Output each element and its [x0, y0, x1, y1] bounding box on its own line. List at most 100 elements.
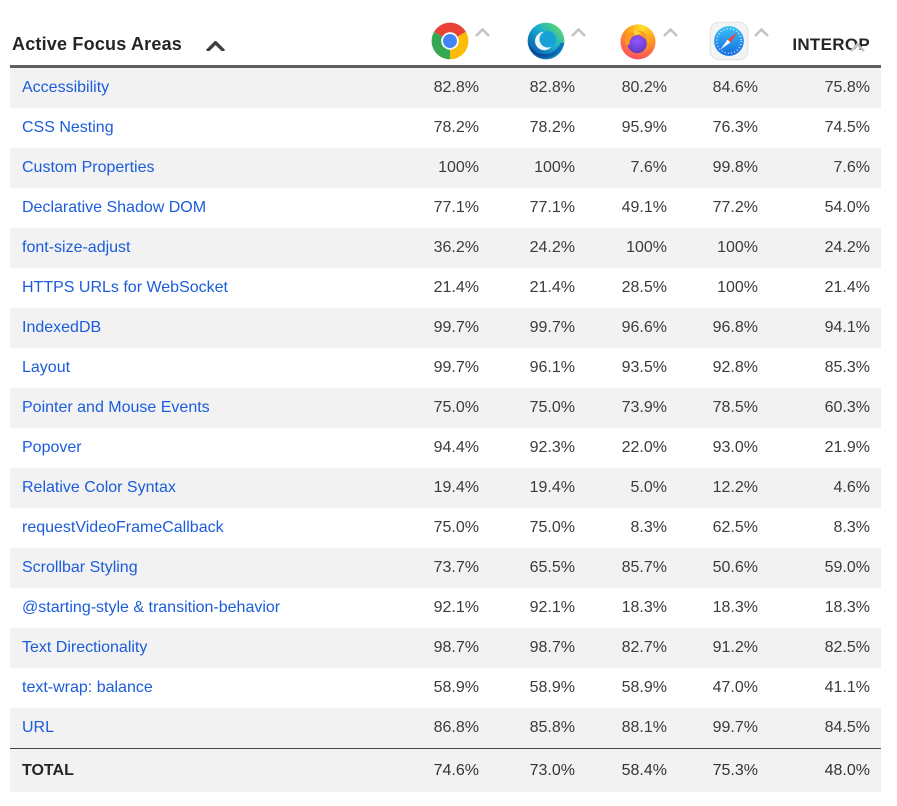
focus-area-link[interactable]: font-size-adjust	[22, 239, 131, 256]
focus-area-link[interactable]: Pointer and Mouse Events	[22, 399, 210, 416]
focus-area-link[interactable]: Scrollbar Styling	[22, 559, 138, 576]
score-cell-safari: 100%	[717, 279, 758, 296]
table-row: Relative Color Syntax 19.4% 19.4% 5.0% 1…	[10, 468, 881, 508]
score-cell-firefox: 7.6%	[630, 159, 667, 176]
score-cell-safari: 12.2%	[712, 479, 758, 496]
score-cell-safari: 18.3%	[712, 599, 758, 616]
score-cell-edge: 77.1%	[529, 199, 575, 216]
score-cell-interop: 75.8%	[824, 79, 870, 96]
score-cell-chrome: 36.2%	[433, 239, 479, 256]
table-row: Accessibility 82.8% 82.8% 80.2% 84.6% 75…	[10, 68, 881, 108]
column-header-firefox[interactable]	[575, 20, 678, 65]
firefox-icon[interactable]	[617, 20, 659, 62]
focus-area-link[interactable]: requestVideoFrameCallback	[22, 519, 224, 536]
score-cell-firefox: 96.6%	[621, 319, 667, 336]
score-cell-chrome: 19.4%	[433, 479, 479, 496]
column-header-focus-areas[interactable]: Active Focus Areas	[10, 34, 383, 65]
table-row: Scrollbar Styling 73.7% 65.5% 85.7% 50.6…	[10, 548, 881, 588]
safari-icon[interactable]	[708, 20, 750, 62]
focus-area-link[interactable]: URL	[22, 719, 55, 736]
total-score-firefox: 58.4%	[621, 761, 667, 779]
score-cell-edge: 78.2%	[529, 119, 575, 136]
table-row: URL 86.8% 85.8% 88.1% 99.7% 84.5%	[10, 708, 881, 748]
table-row: font-size-adjust 36.2% 24.2% 100% 100% 2…	[10, 228, 881, 268]
focus-area-link[interactable]: Layout	[22, 359, 71, 376]
score-cell-chrome: 75.0%	[433, 399, 479, 416]
score-cell-edge: 100%	[534, 159, 575, 176]
score-cell-firefox: 5.0%	[630, 479, 667, 496]
score-cell-edge: 92.1%	[529, 599, 575, 616]
score-cell-chrome: 78.2%	[433, 119, 479, 136]
score-cell-safari: 62.5%	[712, 519, 758, 536]
score-cell-chrome: 99.7%	[433, 319, 479, 336]
table-row: Layout 99.7% 96.1% 93.5% 92.8% 85.3%	[10, 348, 881, 388]
chrome-icon[interactable]	[429, 20, 471, 62]
score-cell-edge: 98.7%	[529, 639, 575, 656]
score-cell-interop: 41.1%	[824, 679, 870, 696]
sort-caret-icon[interactable]	[662, 24, 679, 42]
score-cell-firefox: 95.9%	[621, 119, 667, 136]
score-cell-firefox: 80.2%	[621, 79, 667, 96]
score-cell-interop: 24.2%	[824, 239, 870, 256]
score-cell-safari: 47.0%	[712, 679, 758, 696]
score-cell-interop: 94.1%	[824, 319, 870, 336]
score-cell-edge: 65.5%	[529, 559, 575, 576]
total-score-interop: 48.0%	[824, 761, 870, 779]
score-cell-interop: 8.3%	[833, 519, 870, 536]
score-cell-chrome: 73.7%	[433, 559, 479, 576]
score-cell-chrome: 86.8%	[433, 719, 479, 736]
score-cell-safari: 84.6%	[712, 79, 758, 96]
total-score-edge: 73.0%	[529, 761, 575, 779]
column-header-interop[interactable]: INTEROP	[758, 35, 870, 65]
score-cell-interop: 85.3%	[824, 359, 870, 376]
sort-caret-icon[interactable]	[849, 39, 866, 57]
score-cell-interop: 74.5%	[824, 119, 870, 136]
score-cell-safari: 77.2%	[712, 199, 758, 216]
page-title: Active Focus Areas	[12, 34, 183, 54]
table-row: Pointer and Mouse Events 75.0% 75.0% 73.…	[10, 388, 881, 428]
table-row: @starting-style & transition-behavior 92…	[10, 588, 881, 628]
score-cell-edge: 92.3%	[529, 439, 575, 456]
focus-area-link[interactable]: Declarative Shadow DOM	[22, 199, 207, 216]
sort-caret-icon[interactable]	[753, 24, 770, 42]
focus-area-link[interactable]: Text Directionality	[22, 639, 148, 656]
focus-area-link[interactable]: HTTPS URLs for WebSocket	[22, 279, 228, 296]
focus-area-link[interactable]: @starting-style & transition-behavior	[22, 599, 281, 616]
column-header-chrome[interactable]	[383, 20, 490, 65]
focus-area-link[interactable]: text-wrap: balance	[22, 679, 153, 696]
focus-areas-table: Active Focus Areas	[10, 0, 881, 792]
score-cell-interop: 60.3%	[824, 399, 870, 416]
focus-area-link[interactable]: CSS Nesting	[22, 119, 114, 136]
table-row: HTTPS URLs for WebSocket 21.4% 21.4% 28.…	[10, 268, 881, 308]
column-header-edge[interactable]	[479, 20, 586, 65]
sort-ascending-icon[interactable]	[205, 38, 226, 56]
score-cell-safari: 96.8%	[712, 319, 758, 336]
table-row: text-wrap: balance 58.9% 58.9% 58.9% 47.…	[10, 668, 881, 708]
score-cell-interop: 21.9%	[824, 439, 870, 456]
score-cell-interop: 4.6%	[833, 479, 870, 496]
focus-area-link[interactable]: Popover	[22, 439, 82, 456]
focus-area-link[interactable]: IndexedDB	[22, 319, 102, 336]
sort-caret-icon[interactable]	[474, 24, 491, 42]
score-cell-firefox: 88.1%	[621, 719, 667, 736]
focus-area-link[interactable]: Relative Color Syntax	[22, 479, 176, 496]
edge-icon[interactable]	[525, 20, 567, 62]
focus-area-link[interactable]: Custom Properties	[22, 159, 155, 176]
score-cell-edge: 99.7%	[529, 319, 575, 336]
score-cell-chrome: 58.9%	[433, 679, 479, 696]
interop-column-label: INTEROP	[792, 35, 870, 54]
focus-area-link[interactable]: Accessibility	[22, 79, 110, 96]
table-row: Popover 94.4% 92.3% 22.0% 93.0% 21.9%	[10, 428, 881, 468]
column-header-safari[interactable]	[667, 20, 769, 65]
score-cell-chrome: 75.0%	[433, 519, 479, 536]
table-row: Declarative Shadow DOM 77.1% 77.1% 49.1%…	[10, 188, 881, 228]
score-cell-edge: 75.0%	[529, 399, 575, 416]
score-cell-edge: 24.2%	[529, 239, 575, 256]
score-cell-edge: 21.4%	[529, 279, 575, 296]
table-row: Custom Properties 100% 100% 7.6% 99.8% 7…	[10, 148, 881, 188]
sort-caret-icon[interactable]	[570, 24, 587, 42]
score-cell-safari: 78.5%	[712, 399, 758, 416]
table-row: Text Directionality 98.7% 98.7% 82.7% 91…	[10, 628, 881, 668]
score-cell-chrome: 99.7%	[433, 359, 479, 376]
score-cell-chrome: 82.8%	[433, 79, 479, 96]
